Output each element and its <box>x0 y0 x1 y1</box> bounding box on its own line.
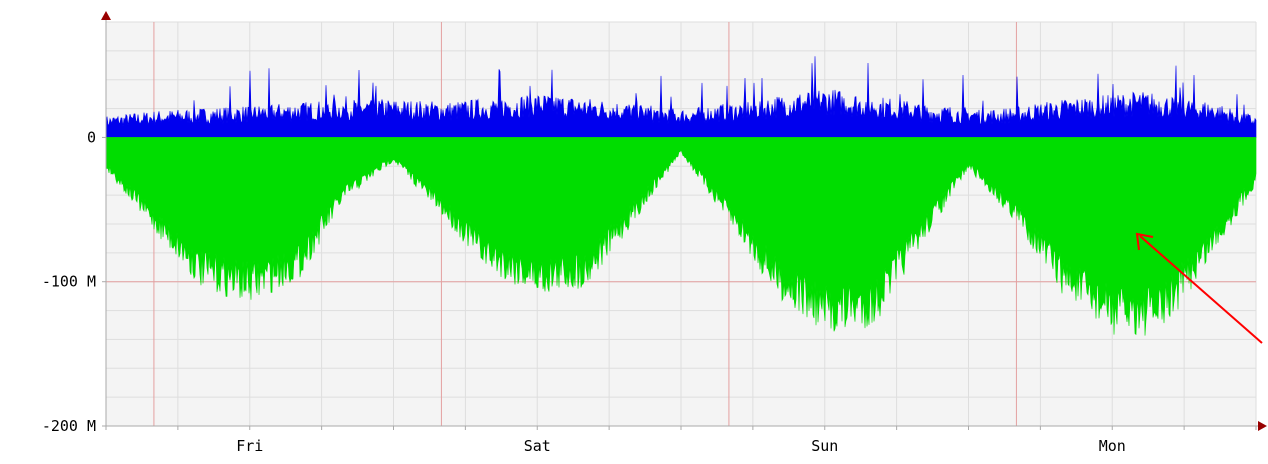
y-tick-label: -100 M <box>42 273 96 291</box>
x-tick-label: Sat <box>524 437 551 455</box>
outbound-area <box>105 56 1257 138</box>
y-tick-group: 0 -100 M -200 M <box>42 128 106 435</box>
annotation-arrow-line <box>1139 235 1263 344</box>
series-layer <box>105 56 1257 336</box>
y-tick-label: 0 <box>87 128 96 146</box>
y-tick-label: -200 M <box>42 417 96 435</box>
x-tick-label: Mon <box>1099 437 1126 455</box>
x-axis-arrow <box>1258 421 1267 431</box>
annotation-arrow <box>1135 232 1263 344</box>
x-tick-group: Fri Sat Sun Mon <box>105 426 1257 455</box>
inbound-area <box>105 137 1257 336</box>
x-tick-label: Fri <box>236 437 263 455</box>
y-axis-arrow <box>101 11 111 20</box>
x-tick-label: Sun <box>811 437 838 455</box>
annotation-arrow-head <box>1135 232 1154 251</box>
